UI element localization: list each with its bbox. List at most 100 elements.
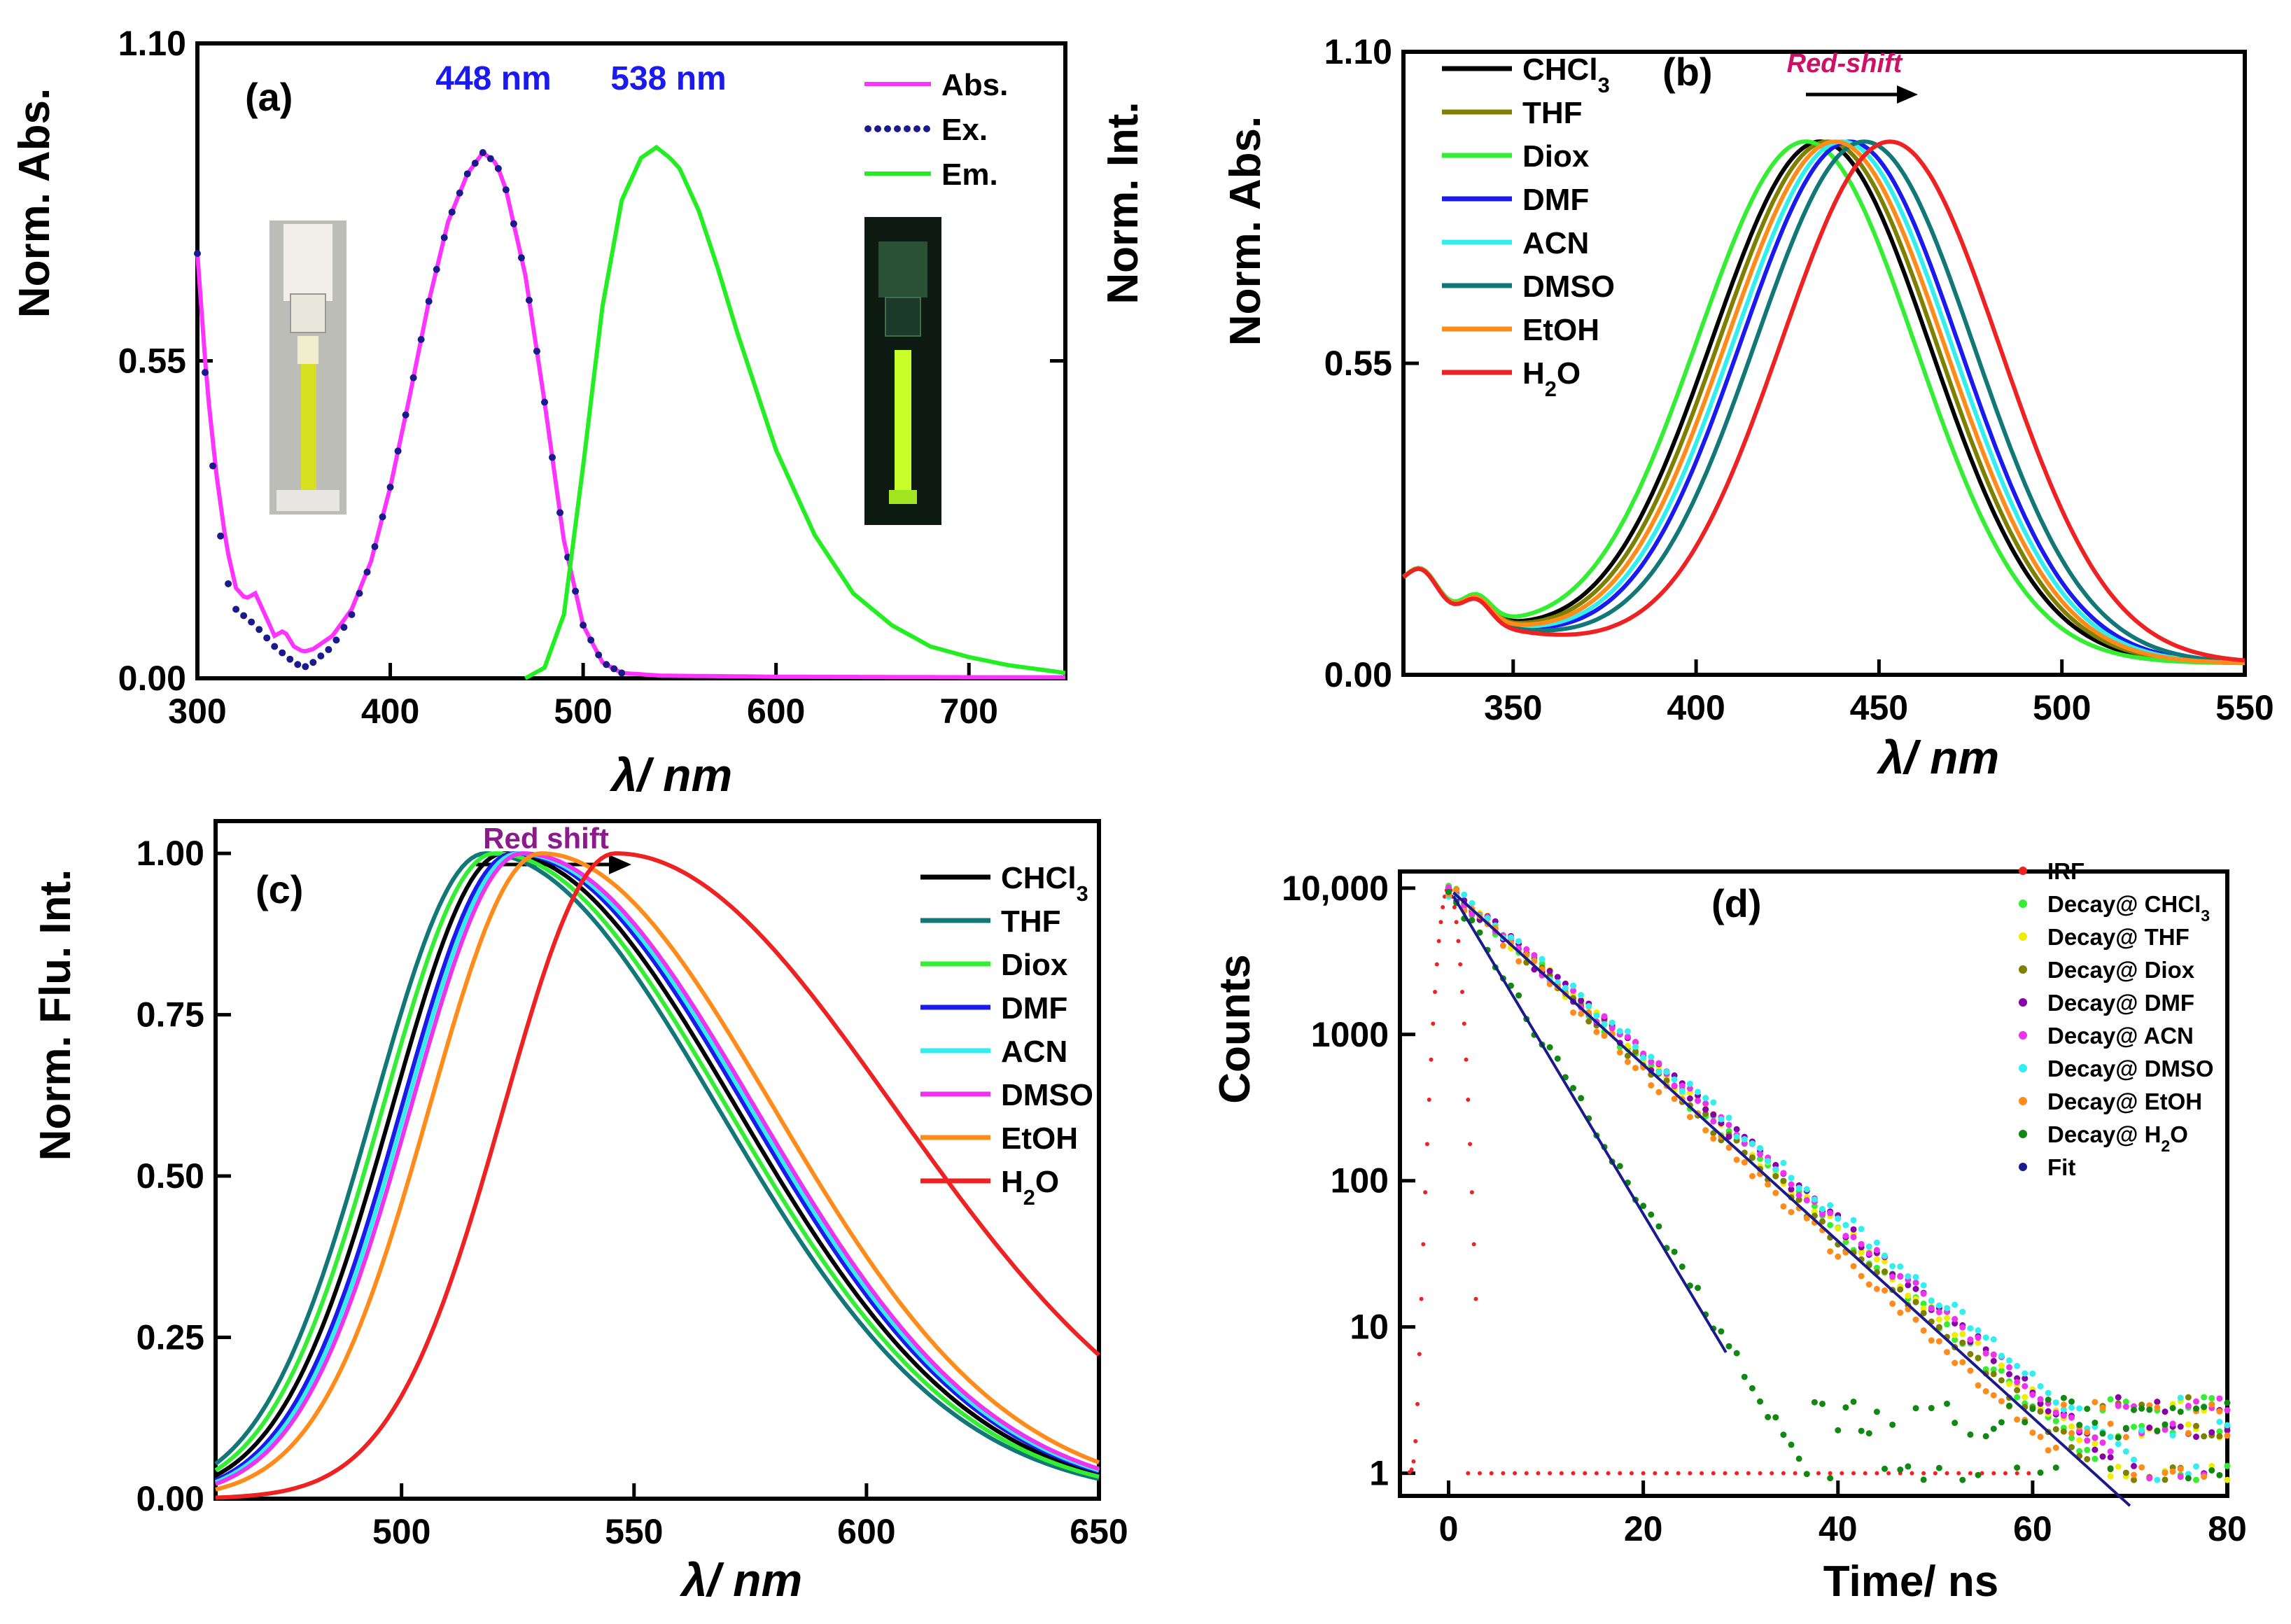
decay-point — [1998, 1362, 2005, 1369]
decay-point — [2014, 1416, 2021, 1423]
decay-point — [2216, 1418, 2223, 1425]
decay-point — [2193, 1463, 2200, 1470]
decay-point — [1858, 1273, 1865, 1280]
decay-point — [1765, 1181, 1772, 1188]
decay-point — [1897, 1263, 1904, 1270]
decay-point — [1990, 1371, 1997, 1378]
panel-a-annotation-538: 538 nm — [610, 60, 726, 97]
decay-point — [1827, 1475, 1834, 1482]
decay-point — [2169, 1468, 2176, 1475]
x-tick-label: 550 — [605, 1512, 663, 1551]
excitation-point — [232, 606, 240, 613]
irf-point — [1968, 1471, 1973, 1476]
decay-point — [1593, 1028, 1600, 1035]
decay-point — [1640, 1203, 1647, 1210]
decay-point — [1967, 1431, 1974, 1438]
panel-b-red-shift-arrow — [1806, 85, 1918, 104]
x-tick-label: 350 — [1484, 688, 1542, 727]
y-tick-label: 1.00 — [136, 834, 204, 873]
decay-point — [1959, 1476, 1966, 1483]
excitation-point — [409, 374, 417, 382]
panel-d: (d) Counts Time/ ns 0 20 40 60 80 1 10 100 1000 1… — [1211, 858, 2247, 1606]
x-tick-label: 500 — [372, 1512, 430, 1551]
decay-point — [1928, 1405, 1935, 1412]
decay-point — [1788, 1175, 1795, 1182]
decay-point — [1710, 1130, 1717, 1137]
irf-point — [1629, 1471, 1634, 1476]
decay-point — [1570, 982, 1577, 989]
decay-point — [2068, 1434, 2075, 1441]
decay-point — [1632, 1039, 1639, 1046]
decay-point — [1648, 1211, 1655, 1218]
decay-point — [1889, 1273, 1896, 1280]
decay-point — [1741, 1159, 1748, 1166]
decay-point — [1554, 1055, 1561, 1062]
irf-point — [1409, 1467, 1414, 1472]
excitation-point — [309, 659, 317, 666]
decay-point — [1975, 1327, 1982, 1334]
decay-point — [1835, 1427, 1842, 1434]
decay-point — [2022, 1419, 2029, 1426]
irf-point — [1452, 905, 1457, 910]
legend-label: Decay@ H2O — [2047, 1121, 2188, 1155]
decay-point — [2169, 1420, 2176, 1427]
decay-point — [1850, 1217, 1857, 1224]
decay-point — [2193, 1398, 2200, 1405]
decay-point — [1515, 992, 1522, 999]
decay-point — [1671, 1248, 1678, 1255]
irf-point — [1688, 1471, 1693, 1476]
decay-point — [1531, 952, 1538, 959]
decay-point — [1765, 1158, 1772, 1165]
decay-point — [2052, 1409, 2059, 1416]
x-tick-label: 500 — [554, 692, 612, 731]
legend-swatch-ex — [913, 125, 920, 132]
excitation-point — [379, 513, 386, 521]
y-tick-label: 0.75 — [136, 995, 204, 1035]
y-tick-label: 0.25 — [136, 1318, 204, 1357]
series-diox-line — [1402, 139, 2246, 666]
irf-point — [1933, 1471, 1938, 1476]
decay-point — [1959, 1308, 1966, 1315]
legend-swatch-ex — [904, 125, 911, 132]
decay-point — [1710, 1111, 1717, 1118]
decay-point — [2068, 1429, 2075, 1436]
decay-point — [2052, 1444, 2059, 1451]
legend-label: IRF — [2047, 858, 2085, 884]
decay-point — [1842, 1222, 1849, 1228]
decay-point — [2022, 1394, 2029, 1401]
decay-point — [1935, 1324, 1942, 1331]
decay-point — [2037, 1400, 2044, 1407]
decay-point — [1998, 1398, 2005, 1405]
decay-point — [1959, 1339, 1966, 1346]
decay-point — [1889, 1300, 1896, 1307]
irf-point — [1618, 1471, 1623, 1476]
irf-point — [1700, 1471, 1704, 1476]
decay-point — [1686, 1114, 1693, 1121]
panel-c-xlabel: λ/ nm — [680, 1554, 802, 1606]
legend-marker — [2019, 1097, 2027, 1105]
irf-point — [1456, 939, 1461, 944]
decay-point — [2169, 1432, 2176, 1438]
decay-point — [2193, 1434, 2200, 1441]
decay-point — [1725, 1121, 1732, 1128]
decay-point — [1920, 1300, 1927, 1307]
decay-point — [1616, 1028, 1623, 1035]
series-h2o-line — [215, 851, 1101, 1500]
excitation-point — [317, 652, 325, 660]
decay-point — [2068, 1398, 2075, 1405]
decay-point — [1819, 1210, 1826, 1217]
legend-label: DMF — [1522, 183, 1589, 217]
decay-point — [1539, 955, 1546, 962]
decay-point — [1990, 1366, 1997, 1373]
decay-point — [1873, 1285, 1880, 1292]
decay-point — [1710, 1135, 1717, 1142]
legend-label: Abs. — [941, 68, 1008, 102]
decay-point — [1912, 1285, 1919, 1292]
decay-point — [2037, 1396, 2044, 1403]
decay-point — [1850, 1233, 1857, 1240]
decay-point — [2022, 1375, 2029, 1382]
decay-point — [1967, 1367, 1974, 1374]
decay-point — [2154, 1476, 2161, 1483]
decay-point — [1570, 1084, 1577, 1091]
